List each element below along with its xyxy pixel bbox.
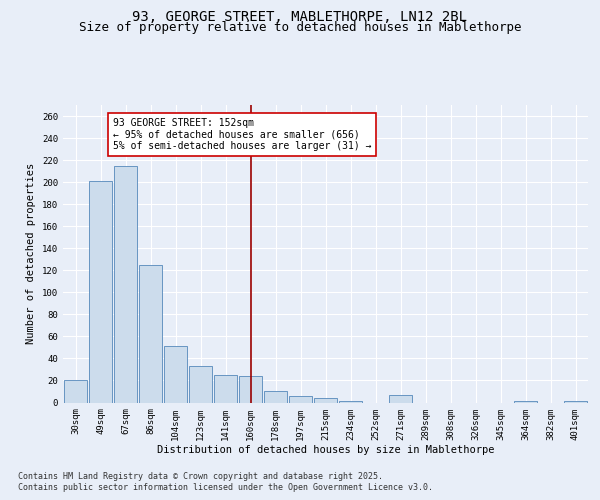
Bar <box>289 396 312 402</box>
Bar <box>189 366 212 403</box>
Text: 93 GEORGE STREET: 152sqm
← 95% of detached houses are smaller (656)
5% of semi-d: 93 GEORGE STREET: 152sqm ← 95% of detach… <box>113 118 371 152</box>
Bar <box>314 398 337 402</box>
Bar <box>164 346 187 403</box>
Bar <box>389 395 412 402</box>
Text: Contains public sector information licensed under the Open Government Licence v3: Contains public sector information licen… <box>18 483 433 492</box>
Text: Contains HM Land Registry data © Crown copyright and database right 2025.: Contains HM Land Registry data © Crown c… <box>18 472 383 481</box>
Bar <box>139 265 162 402</box>
Text: 93, GEORGE STREET, MABLETHORPE, LN12 2BL: 93, GEORGE STREET, MABLETHORPE, LN12 2BL <box>133 10 467 24</box>
Text: Size of property relative to detached houses in Mablethorpe: Size of property relative to detached ho… <box>79 21 521 34</box>
Bar <box>264 392 287 402</box>
Bar <box>89 181 112 402</box>
Bar <box>239 376 262 402</box>
Bar <box>214 375 237 402</box>
Y-axis label: Number of detached properties: Number of detached properties <box>26 163 37 344</box>
X-axis label: Distribution of detached houses by size in Mablethorpe: Distribution of detached houses by size … <box>157 445 494 455</box>
Bar <box>64 380 87 402</box>
Bar <box>114 166 137 402</box>
